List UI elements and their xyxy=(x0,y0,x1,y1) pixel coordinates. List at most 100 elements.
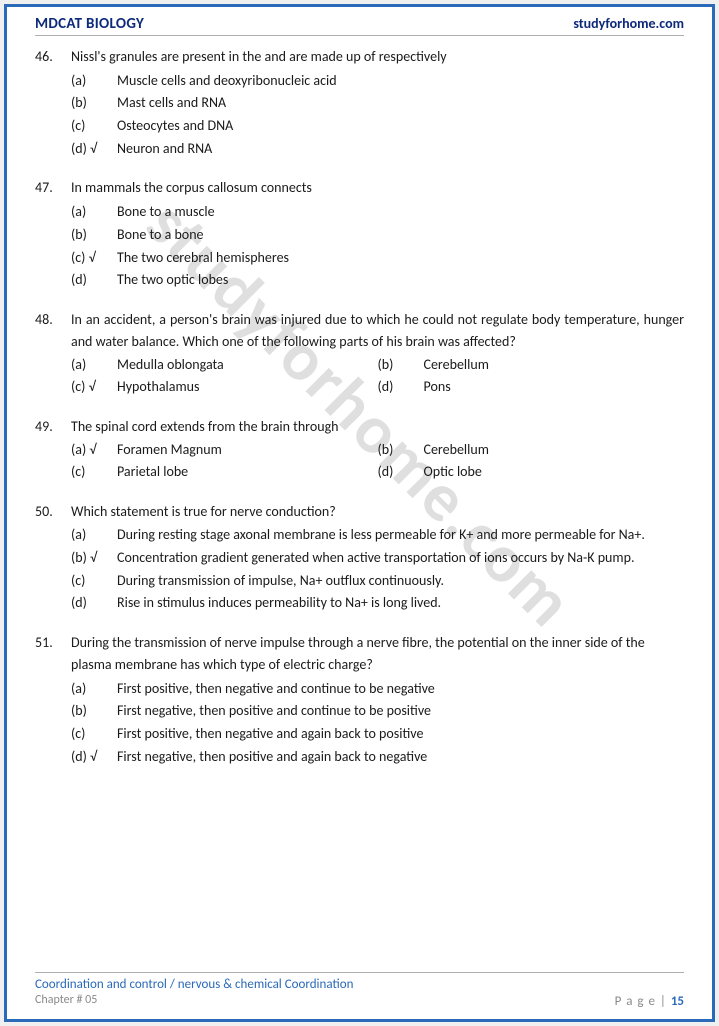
question-number: 48. xyxy=(35,309,71,398)
option-row: (a) √Foramen Magnum(b)Cerebellum xyxy=(71,439,684,461)
option-text: Cerebellum xyxy=(424,354,685,376)
option: (c) √The two cerebral hemispheres xyxy=(71,247,684,269)
page-label: P a g e | xyxy=(615,994,671,1009)
option-label: (c) xyxy=(71,723,117,745)
question-number: 46. xyxy=(35,46,71,159)
question-body: Which statement is true for nerve conduc… xyxy=(71,501,684,614)
option: (b) √Concentration gradient generated wh… xyxy=(71,547,684,569)
question-number: 51. xyxy=(35,632,71,767)
option-text: Mast cells and RNA xyxy=(117,92,684,114)
option: (a) √Foramen Magnum xyxy=(71,439,378,461)
option-text: The two cerebral hemispheres xyxy=(117,247,684,269)
option-text: During transmission of impulse, Na+ outf… xyxy=(117,570,684,592)
option-label: (a) √ xyxy=(71,439,117,461)
footer-page: P a g e | 15 xyxy=(615,994,684,1009)
option-label: (b) xyxy=(378,354,424,376)
question: 47.In mammals the corpus callosum connec… xyxy=(35,177,684,290)
option-text: Medulla oblongata xyxy=(117,354,378,376)
footer: Coordination and control / nervous & che… xyxy=(35,972,684,1009)
option-row: (a)Medulla oblongata(b)Cerebellum xyxy=(71,354,684,376)
option-row: (c) √Hypothalamus(d)Pons xyxy=(71,376,684,398)
question-number: 50. xyxy=(35,501,71,614)
option-text: Cerebellum xyxy=(424,439,685,461)
question-body: The spinal cord extends from the brain t… xyxy=(71,416,684,483)
option: (c)Parietal lobe xyxy=(71,461,378,483)
question-body: In mammals the corpus callosum connects(… xyxy=(71,177,684,290)
option-text: Concentration gradient generated when ac… xyxy=(117,547,684,569)
option-text: The two optic lobes xyxy=(117,269,684,291)
option: (c)Osteocytes and DNA xyxy=(71,115,684,137)
option-label: (a) xyxy=(71,524,117,546)
option-label: (c) √ xyxy=(71,247,117,269)
footer-left: Coordination and control / nervous & che… xyxy=(35,977,353,1009)
questions-container: 46.Nissl's granules are present in the a… xyxy=(35,46,684,767)
content-area: studyforhome.com 46.Nissl's granules are… xyxy=(35,46,684,966)
option: (b)First negative, then positive and con… xyxy=(71,700,684,722)
question: 51.During the transmission of nerve impu… xyxy=(35,632,684,767)
option-label: (b) xyxy=(71,92,117,114)
option-label: (c) xyxy=(71,570,117,592)
footer-chapter: Chapter # 05 xyxy=(35,993,353,1009)
question-body: In an accident, a person's brain was inj… xyxy=(71,309,684,398)
page-number: 15 xyxy=(671,994,684,1009)
option-label: (b) xyxy=(378,439,424,461)
option-label: (a) xyxy=(71,678,117,700)
question-body: Nissl's granules are present in the and … xyxy=(71,46,684,159)
option-text: Hypothalamus xyxy=(117,376,378,398)
option-text: Foramen Magnum xyxy=(117,439,378,461)
option: (d) √First negative, then positive and a… xyxy=(71,746,684,768)
question-text: During the transmission of nerve impulse… xyxy=(71,632,684,675)
option: (d)Rise in stimulus induces permeability… xyxy=(71,592,684,614)
option-label: (d) xyxy=(71,592,117,614)
question-text: Which statement is true for nerve conduc… xyxy=(71,501,684,523)
option-label: (d) xyxy=(378,376,424,398)
option-text: First positive, then negative and again … xyxy=(117,723,684,745)
option: (b)Bone to a bone xyxy=(71,224,684,246)
question-text: The spinal cord extends from the brain t… xyxy=(71,416,684,438)
option-label: (d) √ xyxy=(71,746,117,768)
option-label: (b) √ xyxy=(71,547,117,569)
option: (c)First positive, then negative and aga… xyxy=(71,723,684,745)
option-label: (b) xyxy=(71,224,117,246)
question-text: Nissl's granules are present in the and … xyxy=(71,46,684,68)
option: (c) √Hypothalamus xyxy=(71,376,378,398)
option-text: First negative, then positive and again … xyxy=(117,746,684,768)
question: 49.The spinal cord extends from the brai… xyxy=(35,416,684,483)
option-text: Optic lobe xyxy=(424,461,685,483)
option: (b)Cerebellum xyxy=(378,439,685,461)
option-label: (a) xyxy=(71,70,117,92)
option-label: (d) xyxy=(378,461,424,483)
option: (b)Mast cells and RNA xyxy=(71,92,684,114)
option-text: Pons xyxy=(424,376,685,398)
option-text: Osteocytes and DNA xyxy=(117,115,684,137)
option-label: (d) xyxy=(71,269,117,291)
option-text: During resting stage axonal membrane is … xyxy=(117,524,684,546)
header-site: studyforhome.com xyxy=(573,15,684,32)
footer-topic: Coordination and control / nervous & che… xyxy=(35,977,353,994)
option-label: (c) xyxy=(71,461,117,483)
option-text: Bone to a bone xyxy=(117,224,684,246)
option: (d)The two optic lobes xyxy=(71,269,684,291)
question-number: 47. xyxy=(35,177,71,290)
option: (b)Cerebellum xyxy=(378,354,685,376)
option: (c)During transmission of impulse, Na+ o… xyxy=(71,570,684,592)
header-title: MDCAT BIOLOGY xyxy=(35,15,144,33)
option-row: (c)Parietal lobe(d)Optic lobe xyxy=(71,461,684,483)
question: 50.Which statement is true for nerve con… xyxy=(35,501,684,614)
option-label: (a) xyxy=(71,354,117,376)
option-label: (c) xyxy=(71,115,117,137)
header: MDCAT BIOLOGY studyforhome.com xyxy=(35,15,684,36)
option-label: (a) xyxy=(71,201,117,223)
option-label: (d) √ xyxy=(71,138,117,160)
option: (a)Muscle cells and deoxyribonucleic aci… xyxy=(71,70,684,92)
question-text: In an accident, a person's brain was inj… xyxy=(71,309,684,352)
question-number: 49. xyxy=(35,416,71,483)
option-label: (c) √ xyxy=(71,376,117,398)
option-text: Bone to a muscle xyxy=(117,201,684,223)
option: (a)Medulla oblongata xyxy=(71,354,378,376)
option-text: Rise in stimulus induces permeability to… xyxy=(117,592,684,614)
question: 46.Nissl's granules are present in the a… xyxy=(35,46,684,159)
question: 48.In an accident, a person's brain was … xyxy=(35,309,684,398)
option: (d)Optic lobe xyxy=(378,461,685,483)
option: (d) √Neuron and RNA xyxy=(71,138,684,160)
